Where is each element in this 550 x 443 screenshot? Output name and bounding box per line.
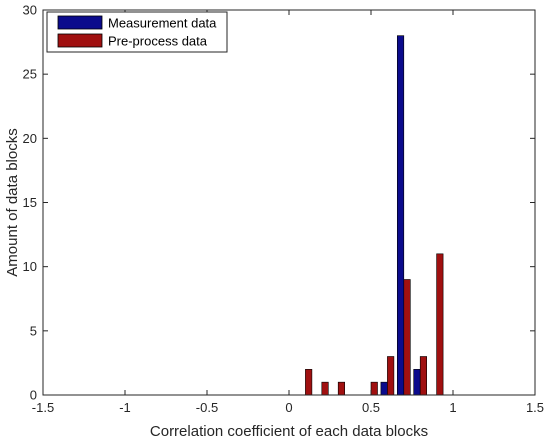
bar-preprocess-5 bbox=[403, 279, 411, 396]
x-tick-label: -1.5 bbox=[32, 400, 54, 415]
bar-preprocess-2 bbox=[337, 381, 346, 396]
x-tick-label: 1 bbox=[449, 400, 456, 415]
x-axis-label: Correlation coefficient of each data blo… bbox=[150, 423, 428, 440]
bar-preprocess-4 bbox=[387, 356, 395, 396]
y-tick-label: 10 bbox=[23, 259, 37, 274]
bar-measurement-4 bbox=[380, 381, 388, 396]
legend: Measurement data Pre-process data bbox=[46, 11, 228, 53]
y-tick-label: 20 bbox=[23, 131, 37, 146]
bar-preprocess-1 bbox=[321, 381, 329, 396]
plot-area bbox=[43, 10, 535, 395]
legend-swatch-measurement bbox=[57, 15, 103, 30]
bar-preprocess-0 bbox=[305, 369, 313, 396]
y-tick-label: 25 bbox=[23, 67, 37, 82]
bars-group bbox=[305, 35, 444, 396]
legend-label-preprocess: Pre-process data bbox=[108, 34, 208, 49]
y-tick-label: 5 bbox=[30, 323, 37, 338]
x-tick-label: 0.5 bbox=[362, 400, 380, 415]
bar-preprocess-3 bbox=[370, 381, 378, 396]
plot-frame bbox=[42, 9, 536, 396]
x-tick-label: -1 bbox=[119, 400, 131, 415]
bar-preprocess-7 bbox=[436, 253, 444, 396]
legend-swatch-preprocess bbox=[57, 33, 103, 48]
y-tick-label: 30 bbox=[23, 3, 37, 18]
legend-label-measurement: Measurement data bbox=[108, 16, 217, 31]
y-tick-label: 0 bbox=[30, 388, 37, 403]
y-axis-label: Amount of data blocks bbox=[4, 128, 21, 276]
x-axis-ticks: -1.5 -1 -0.5 0 0.5 1 1.5 bbox=[32, 10, 544, 415]
bar-measurement-5 bbox=[396, 35, 405, 396]
x-tick-label: 0 bbox=[285, 400, 292, 415]
x-tick-label: -0.5 bbox=[196, 400, 218, 415]
y-tick-label: 15 bbox=[23, 195, 37, 210]
bar-measurement-6 bbox=[413, 369, 421, 396]
x-tick-label: 1.5 bbox=[526, 400, 544, 415]
bar-preprocess-6 bbox=[419, 356, 428, 396]
